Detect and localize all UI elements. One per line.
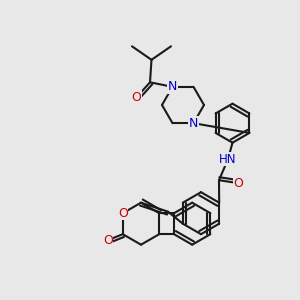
Text: O: O bbox=[118, 207, 128, 220]
Text: O: O bbox=[234, 177, 243, 190]
Text: N: N bbox=[189, 117, 198, 130]
Text: N: N bbox=[168, 80, 177, 93]
Text: O: O bbox=[132, 91, 141, 104]
Text: O: O bbox=[103, 234, 113, 247]
Text: HN: HN bbox=[219, 153, 237, 166]
